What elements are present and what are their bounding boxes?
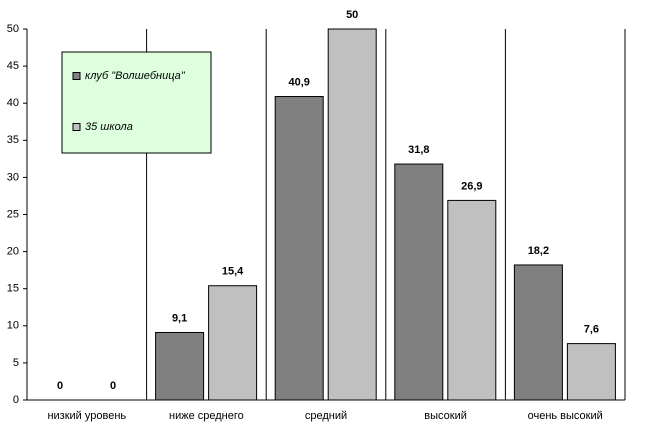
y-tick-label: 45 xyxy=(7,60,19,72)
value-label: 0 xyxy=(57,380,63,392)
bar xyxy=(566,343,616,401)
y-tick-label: 50 xyxy=(7,23,19,35)
bar xyxy=(274,96,324,401)
y-tick-label: 20 xyxy=(7,246,19,258)
legend-label: клуб "Волшебница" xyxy=(85,70,186,82)
value-label: 18,2 xyxy=(528,245,549,257)
y-tick-label: 30 xyxy=(7,171,19,183)
value-label: 9,1 xyxy=(172,312,187,324)
y-tick-label: 5 xyxy=(13,357,19,369)
bar xyxy=(155,331,205,401)
x-tick-label: средний xyxy=(305,410,347,422)
legend-swatch xyxy=(72,72,81,80)
y-tick-label: 40 xyxy=(7,97,19,109)
value-label: 0 xyxy=(110,380,116,392)
value-label: 50 xyxy=(346,9,358,21)
value-label: 7,6 xyxy=(584,324,599,336)
y-tick-label: 10 xyxy=(7,320,19,332)
value-label: 26,9 xyxy=(461,180,482,192)
y-tick-label: 35 xyxy=(7,134,19,146)
value-label: 15,4 xyxy=(222,266,244,278)
legend-swatch xyxy=(72,123,81,131)
bar xyxy=(447,199,497,401)
bar xyxy=(394,163,444,401)
legend-label: 35 школа xyxy=(85,121,133,133)
y-tick-label: 25 xyxy=(7,208,19,220)
bar xyxy=(327,28,377,401)
y-tick-label: 15 xyxy=(7,283,19,295)
bar xyxy=(513,264,563,401)
bar xyxy=(208,285,258,401)
x-tick-label: низкий уровень xyxy=(47,410,126,422)
value-label: 40,9 xyxy=(288,76,309,88)
legend-box xyxy=(61,51,212,154)
x-tick-label: ниже среднего xyxy=(169,410,244,422)
value-label: 31,8 xyxy=(408,144,429,156)
x-tick-label: очень высокий xyxy=(528,410,603,422)
y-tick-label: 0 xyxy=(13,394,19,406)
x-tick-label: высокий xyxy=(424,410,467,422)
